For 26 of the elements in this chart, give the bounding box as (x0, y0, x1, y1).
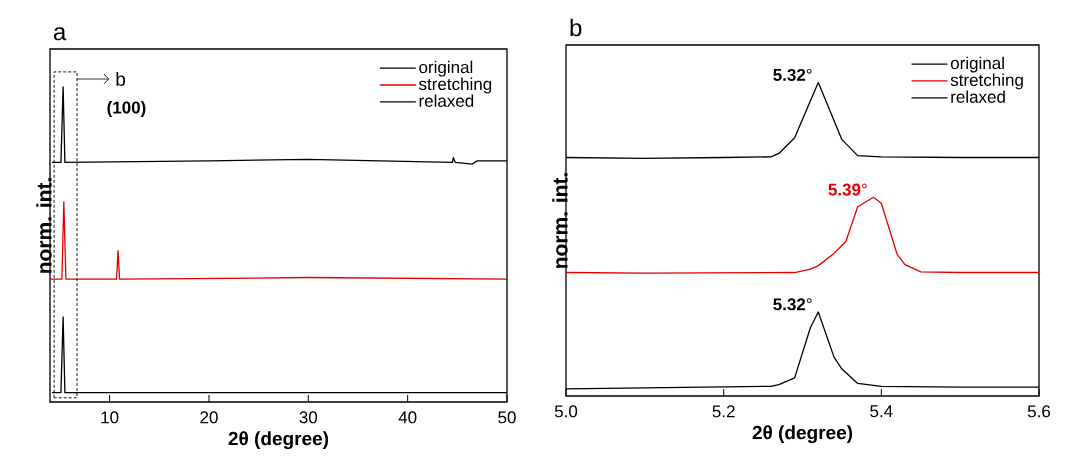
x-tick-label: 10 (101, 411, 119, 424)
x-tick-label: 5.6 (1027, 405, 1051, 418)
x-tick-label: 5.2 (712, 405, 735, 418)
x-tick-label: 20 (200, 411, 218, 424)
x-tick-label: 5.4 (870, 405, 893, 418)
annotation: 5.32° (773, 298, 812, 311)
x-tick-label: 40 (398, 411, 417, 424)
x-tick-label: 30 (299, 411, 318, 424)
y-axis-title: norm. int. (36, 178, 52, 273)
legend-label: relaxed (419, 94, 474, 107)
x-tick-label: 50 (498, 411, 516, 424)
text: b (116, 72, 126, 86)
annotation: (100) (107, 101, 146, 117)
legend-label: stretching (418, 77, 492, 94)
chart-title: b (570, 18, 582, 37)
annotation: 5.39° (828, 183, 867, 196)
x-axis-title: 2θ (degree) (752, 425, 853, 444)
legend-label: original (950, 56, 1004, 73)
y-axis-title: norm. int. (552, 173, 568, 268)
legend-label: stretching (950, 73, 1023, 90)
x-axis-title: 2θ (degree) (228, 431, 329, 450)
text: 5.32° (773, 68, 812, 81)
chart-title: a (53, 27, 67, 41)
x-tick-label: 5.0 (554, 405, 578, 418)
legend-label: relaxed (951, 90, 1005, 103)
legend-label: original (419, 60, 473, 77)
